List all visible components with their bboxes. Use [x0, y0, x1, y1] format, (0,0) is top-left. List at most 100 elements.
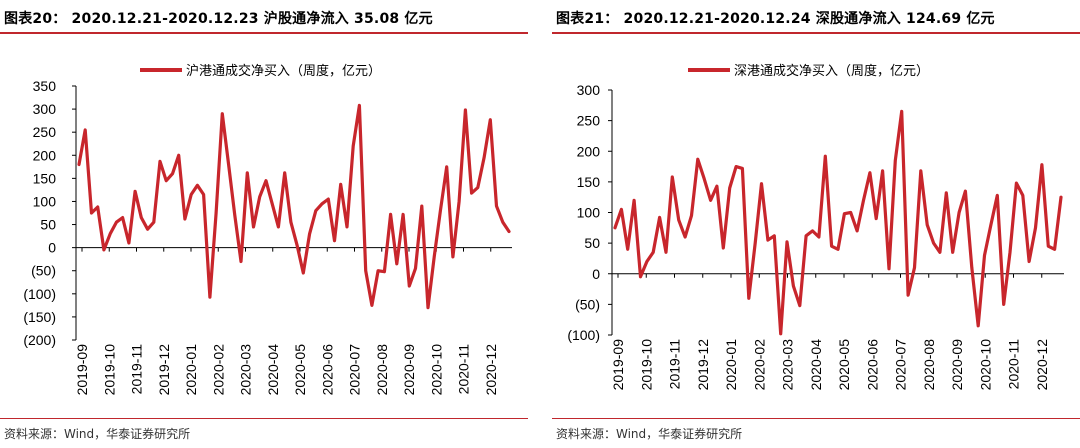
data-point [302, 272, 305, 274]
data-point [321, 203, 323, 205]
chart-title: 图表21： 2020.12.21-2020.12.24 深股通净流入 124.6… [556, 11, 995, 27]
x-tick-label: 2020-01 [183, 344, 199, 396]
data-point [1015, 182, 1018, 184]
data-point [690, 214, 693, 217]
x-tick-label: 2019-11 [667, 339, 683, 390]
x-tick-label: 2019-12 [695, 339, 711, 391]
data-point [614, 227, 616, 229]
data-point [352, 145, 355, 147]
data-point [109, 233, 111, 235]
x-tick-label: 2020-10 [428, 344, 444, 396]
data-point [728, 187, 731, 189]
data-point [121, 216, 124, 219]
data-point [364, 269, 367, 272]
chart-panel-shenzhen: 图表21： 2020.12.21-2020.12.24 深股通净流入 124.6… [552, 0, 1080, 448]
data-point [1022, 194, 1024, 197]
data-point [134, 190, 136, 193]
data-point [165, 179, 167, 182]
y-tick-label: (200) [23, 332, 56, 348]
data-point [209, 296, 211, 298]
data-point [684, 236, 686, 238]
data-point [920, 170, 922, 172]
y-tick-label: 100 [577, 205, 601, 221]
x-tick-label: 2020-08 [374, 344, 390, 396]
x-tick-label: 2020-04 [265, 344, 281, 396]
y-tick-label: (150) [23, 309, 56, 325]
data-point [894, 159, 897, 162]
x-tick-label: 2020-12 [1034, 339, 1050, 391]
data-point [646, 260, 648, 263]
data-point [677, 219, 680, 221]
data-point [900, 110, 903, 113]
data-point [115, 221, 118, 223]
data-point [227, 163, 230, 166]
data-point [240, 260, 242, 263]
y-tick-label: (100) [567, 327, 600, 343]
data-point [477, 186, 479, 189]
data-point [508, 230, 510, 233]
data-point [665, 251, 667, 254]
data-point [716, 185, 718, 187]
data-point [932, 242, 935, 244]
data-point [626, 248, 629, 251]
legend-label: 深港通成交净买入（周度，亿元） [734, 63, 929, 79]
x-tick-label: 2020-05 [292, 344, 308, 396]
source-note: 资料来源：Wind，华泰证券研究所 [556, 427, 743, 441]
data-point [171, 172, 174, 175]
data-point [709, 199, 712, 202]
y-tick-label: 0 [592, 266, 600, 282]
source-rule [0, 418, 528, 419]
x-tick-label: 2020-10 [977, 339, 993, 391]
data-point [1047, 245, 1050, 247]
data-point [389, 213, 392, 216]
data-point [358, 104, 361, 107]
data-point [445, 166, 448, 168]
data-point [671, 176, 674, 178]
data-point [221, 112, 224, 115]
x-tick-label: 2020-03 [780, 339, 796, 391]
x-tick-label: 2020-09 [401, 344, 417, 396]
data-point [246, 172, 249, 174]
x-tick-label: 2020-12 [483, 344, 499, 396]
data-point [146, 228, 149, 230]
data-point [996, 194, 999, 197]
series-line [77, 103, 511, 310]
data-point [427, 306, 429, 309]
data-point [779, 333, 782, 335]
data-point [652, 251, 654, 254]
data-point [1034, 227, 1037, 229]
data-point [339, 183, 342, 186]
y-tick-label: 50 [584, 235, 600, 251]
data-point [258, 196, 261, 198]
data-point [190, 193, 192, 196]
data-point [346, 226, 348, 228]
y-tick-label: 350 [33, 78, 57, 94]
data-point [383, 270, 386, 273]
data-point [620, 208, 623, 211]
line-chart-shanghai-connect: 沪港通成交净买入（周度，亿元） 350 300 250 200 150 100 50 0 (50)… [23, 63, 512, 396]
data-point [658, 216, 661, 219]
x-tick-label: 2019-10 [101, 344, 117, 396]
data-point [875, 217, 877, 220]
title-rule [552, 32, 1080, 34]
y-tick-label: 100 [33, 193, 57, 209]
data-point [754, 242, 756, 244]
x-tick-label: 2020-11 [1006, 339, 1022, 390]
y-tick-label: 200 [577, 143, 601, 159]
data-point [153, 221, 155, 223]
data-point [722, 247, 725, 249]
y-tick-label: 0 [48, 240, 56, 256]
x-tick-label: 2019-09 [74, 344, 90, 396]
data-point [881, 170, 884, 172]
y-tick-label: 50 [40, 217, 56, 233]
chart-panel-shanghai: 图表20： 2020.12.21-2020.12.23 沪股通净流入 35.08… [0, 0, 528, 448]
data-point [913, 266, 916, 269]
x-tick-label: 2019-10 [638, 339, 654, 391]
series-line [613, 109, 1063, 336]
data-point [140, 216, 143, 219]
data-point [741, 167, 744, 170]
data-point [760, 182, 763, 185]
y-tick-label: 150 [577, 174, 601, 190]
data-point [926, 224, 928, 226]
data-point [824, 155, 827, 157]
